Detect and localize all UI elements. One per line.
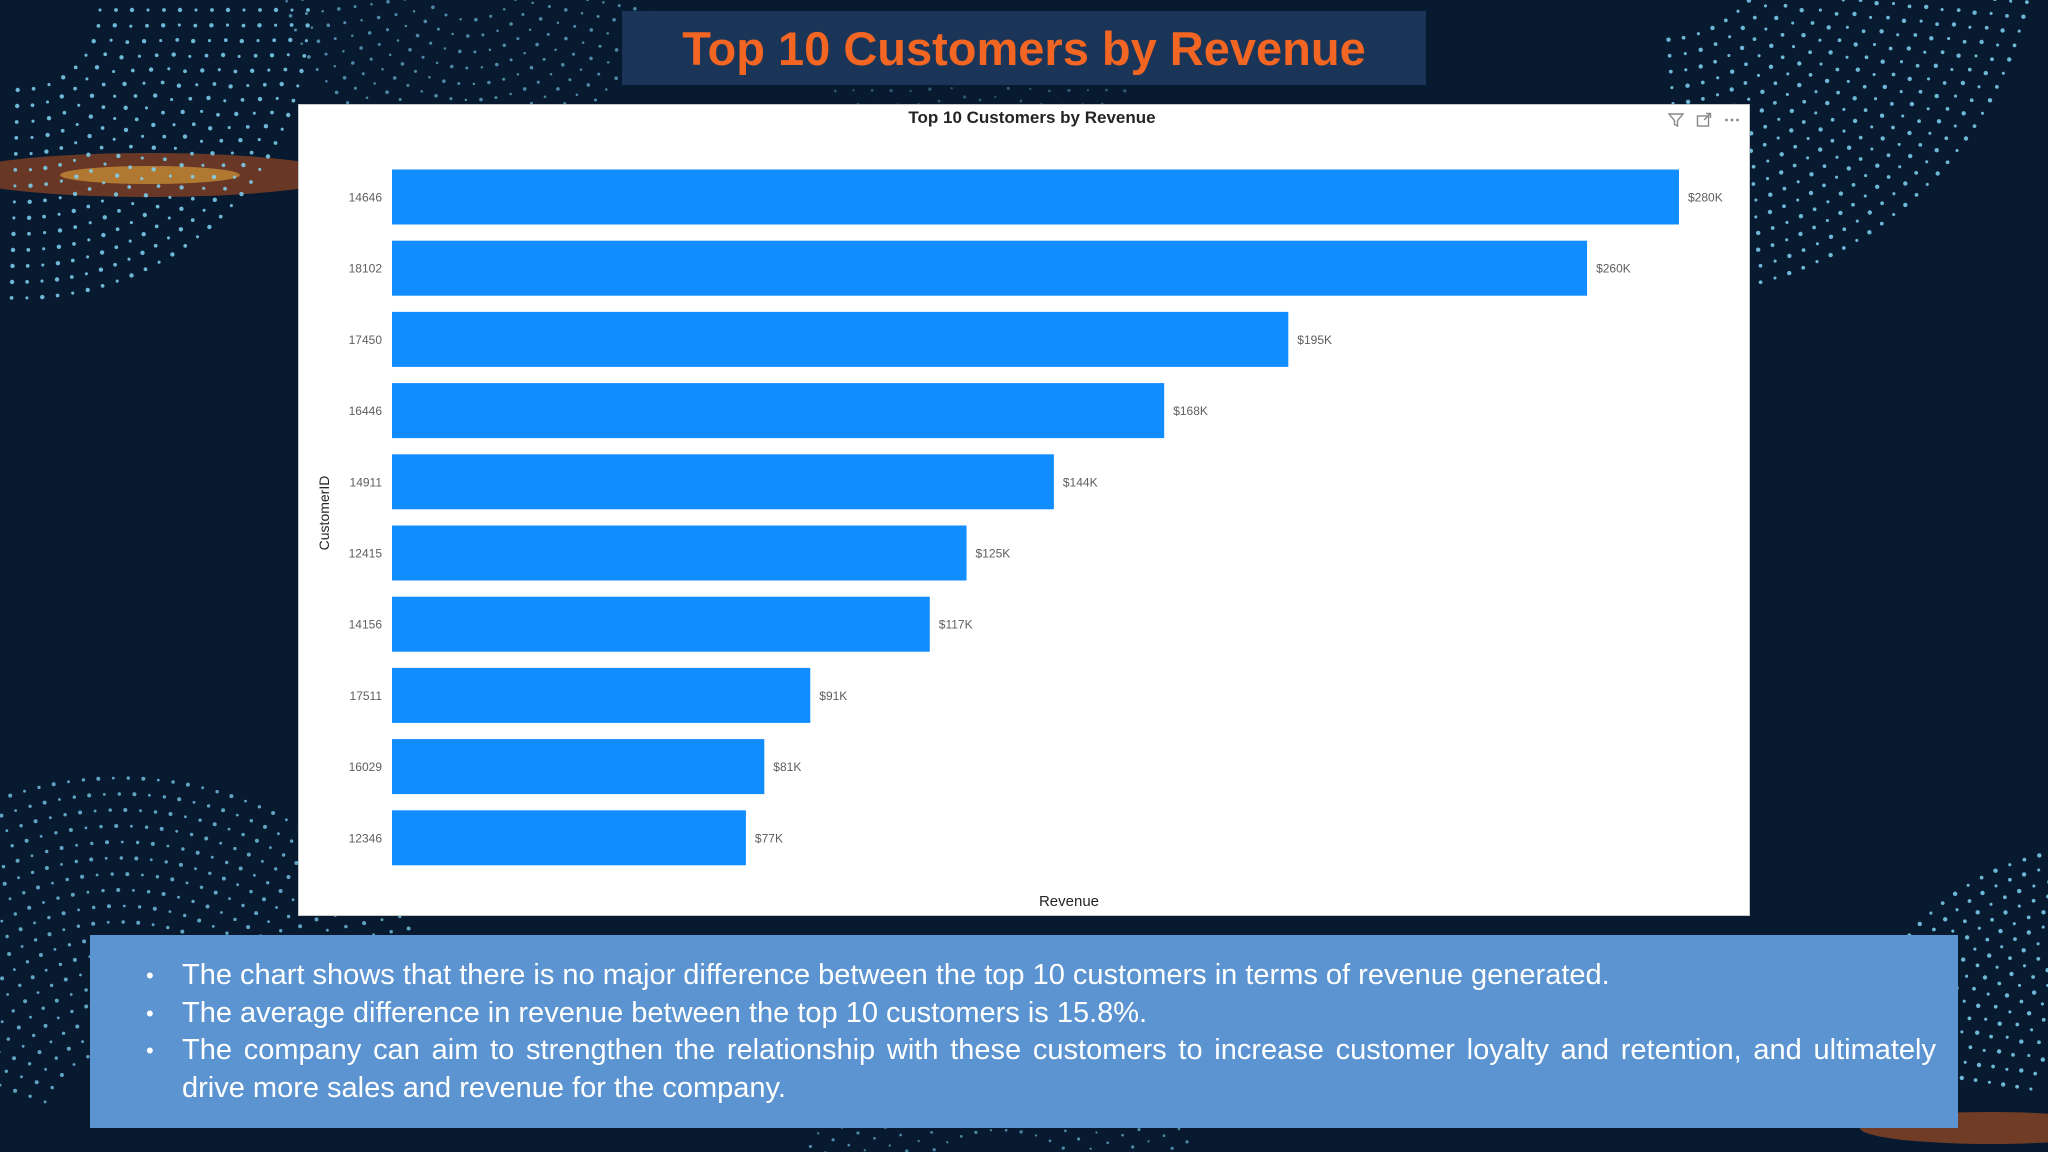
bar[interactable] bbox=[392, 525, 967, 581]
bullet: • bbox=[146, 1000, 154, 1026]
bar[interactable] bbox=[392, 667, 811, 723]
data-label: $168K bbox=[1173, 404, 1208, 418]
y-axis-label: CustomerID bbox=[316, 476, 332, 551]
chart-title: Top 10 Customers by Revenue bbox=[908, 108, 1155, 127]
insight-text: The company can aim to strengthen the re… bbox=[182, 1034, 1936, 1104]
visual-header-toolbar bbox=[1667, 111, 1741, 129]
data-label: $260K bbox=[1596, 262, 1631, 276]
data-label: $144K bbox=[1063, 475, 1098, 489]
data-label: $125K bbox=[976, 547, 1011, 561]
y-tick-label: 14156 bbox=[349, 618, 383, 632]
bar[interactable] bbox=[392, 596, 930, 652]
insight-item: • The company can aim to strengthen the r… bbox=[146, 1032, 1936, 1107]
bar-chart: Top 10 Customers by Revenue CustomerID R… bbox=[316, 108, 1723, 910]
slide-title: Top 10 Customers by Revenue bbox=[682, 21, 1366, 75]
insights-box: • The chart shows that there is no major … bbox=[90, 935, 1958, 1128]
bar[interactable] bbox=[392, 240, 1588, 296]
data-label: $81K bbox=[773, 760, 801, 774]
insights-list: • The chart shows that there is no major … bbox=[146, 957, 1936, 1107]
insight-item: • The chart shows that there is no major … bbox=[146, 957, 1936, 995]
y-tick-label: 12346 bbox=[349, 831, 383, 845]
y-tick-label: 16446 bbox=[349, 404, 383, 418]
filter-icon[interactable] bbox=[1667, 111, 1685, 129]
bullet: • bbox=[146, 963, 154, 988]
insight-item: • The average difference in revenue betwe… bbox=[146, 995, 1936, 1033]
x-axis-label: Revenue bbox=[1039, 893, 1099, 910]
y-tick-label: 14911 bbox=[350, 475, 383, 489]
bar[interactable] bbox=[392, 810, 746, 866]
y-tick-label: 17511 bbox=[350, 689, 383, 703]
bar-group: 14646 $280K 18102 $260K 17450 $195K 16446 $168K… bbox=[349, 169, 1723, 866]
y-tick-label: 14646 bbox=[349, 191, 383, 205]
bar[interactable] bbox=[392, 739, 765, 795]
bar[interactable] bbox=[392, 169, 1679, 225]
slide-title-banner: Top 10 Customers by Revenue bbox=[622, 11, 1426, 85]
data-label: $280K bbox=[1688, 191, 1723, 205]
bullet: • bbox=[146, 1038, 154, 1063]
bar-chart-card[interactable]: Top 10 Customers by Revenue CustomerID R… bbox=[298, 104, 1750, 916]
more-options-icon[interactable] bbox=[1723, 111, 1741, 129]
y-tick-label: 16029 bbox=[349, 760, 383, 774]
y-tick-label: 12415 bbox=[349, 547, 383, 561]
bar[interactable] bbox=[392, 311, 1289, 367]
data-label: $91K bbox=[819, 689, 847, 703]
focus-mode-icon[interactable] bbox=[1695, 111, 1713, 129]
y-tick-label: 18102 bbox=[349, 262, 383, 276]
y-tick-label: 17450 bbox=[349, 333, 383, 347]
bar[interactable] bbox=[392, 454, 1054, 510]
bar[interactable] bbox=[392, 383, 1165, 439]
insight-text: The average difference in revenue betwee… bbox=[182, 996, 1148, 1029]
insight-text: The chart shows that there is no major d… bbox=[182, 959, 1610, 991]
data-label: $117K bbox=[939, 618, 973, 632]
data-label: $195K bbox=[1297, 333, 1332, 347]
data-label: $77K bbox=[755, 831, 783, 845]
